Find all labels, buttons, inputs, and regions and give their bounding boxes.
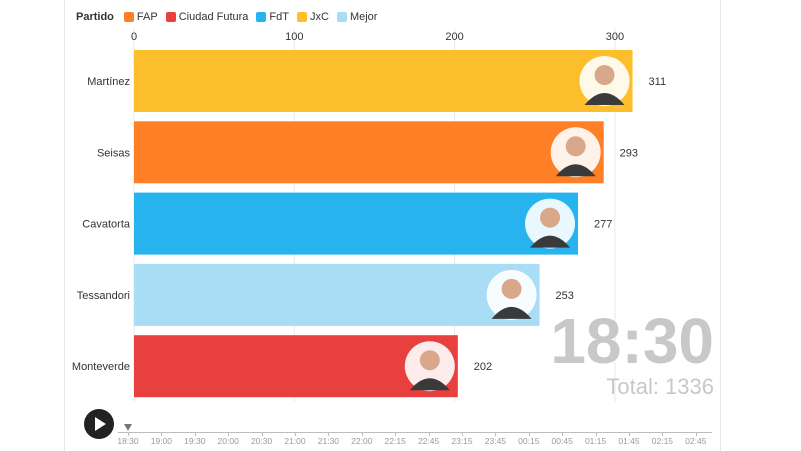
x-tick-label: 100 bbox=[285, 31, 303, 43]
timeline-tick bbox=[228, 433, 230, 436]
bar bbox=[134, 263, 540, 326]
timeline-tick bbox=[328, 433, 330, 436]
timeline-label: 01:45 bbox=[618, 436, 640, 446]
avatar-shoulders bbox=[491, 306, 532, 319]
timeline-tick bbox=[495, 433, 497, 436]
avatar-face bbox=[594, 65, 615, 85]
legend-item-fap[interactable]: FAP bbox=[123, 11, 158, 23]
chart-frame bbox=[64, 0, 721, 451]
legend: Partido FAP Ciudad Futura FdT JxC Mejor bbox=[76, 10, 377, 24]
legend-swatch bbox=[336, 12, 347, 22]
timeline-tick bbox=[462, 433, 463, 436]
category-label: Seisas bbox=[97, 147, 131, 159]
timeline-tick bbox=[562, 433, 564, 436]
timeline-label: 21:30 bbox=[317, 436, 340, 446]
timeline-tick bbox=[695, 433, 697, 436]
category-label: Cavatorta bbox=[82, 219, 131, 231]
timeline-label: 02:15 bbox=[651, 436, 674, 446]
timeline-label: 22:15 bbox=[384, 436, 406, 446]
legend-item-ciudad-futura[interactable]: Ciudad Futura bbox=[165, 11, 249, 23]
timeline-tick bbox=[595, 433, 597, 436]
x-tick-label: 0 bbox=[131, 31, 137, 43]
timeline-tick bbox=[428, 433, 430, 436]
timeline-handle[interactable] bbox=[124, 424, 132, 431]
play-button[interactable] bbox=[84, 409, 114, 439]
timeline-tick bbox=[128, 433, 129, 436]
timeline-tick bbox=[662, 433, 664, 436]
total-votes-display: Total: 1336 bbox=[606, 374, 714, 399]
category-label: Monteverde bbox=[72, 361, 130, 373]
timeline-label: 19:30 bbox=[184, 436, 206, 446]
timeline-label: 22:00 bbox=[351, 436, 373, 446]
legend-swatch bbox=[296, 12, 307, 22]
avatar-face bbox=[565, 136, 586, 157]
timeline-label: 19:00 bbox=[150, 436, 173, 446]
timeline-slider[interactable]: 18:30 19:00 19:30 20:00 20:30 21:00 21:30 22:00… bbox=[117, 424, 712, 451]
legend-swatch bbox=[165, 12, 176, 22]
avatar-face bbox=[419, 350, 440, 371]
timeline-label: 23:45 bbox=[484, 436, 507, 446]
avatar-face bbox=[540, 207, 561, 228]
timeline-tick bbox=[395, 433, 397, 436]
legend-label: Mejor bbox=[349, 11, 378, 23]
play-icon bbox=[95, 417, 106, 431]
timeline-label: 22:45 bbox=[417, 436, 440, 446]
legend-label: FdT bbox=[269, 11, 289, 23]
avatar-shoulders bbox=[409, 378, 450, 391]
legend-label: JxC bbox=[309, 11, 329, 23]
timeline-tick bbox=[194, 433, 196, 436]
category-label: Tessandori bbox=[77, 290, 130, 302]
legend-title: Partido bbox=[76, 11, 114, 23]
timeline-label: 21:00 bbox=[284, 436, 306, 446]
bar bbox=[134, 192, 579, 255]
bar bbox=[134, 121, 604, 184]
bar bbox=[134, 50, 633, 112]
timeline-label: 02:45 bbox=[685, 436, 707, 446]
timeline-tick bbox=[295, 433, 296, 436]
legend-label: Ciudad Futura bbox=[178, 11, 249, 23]
timeline-label: 00:45 bbox=[551, 436, 573, 446]
x-tick-label: 200 bbox=[445, 31, 463, 43]
legend-item-jxc[interactable]: JxC bbox=[296, 11, 329, 23]
timeline-label: 01:15 bbox=[584, 436, 607, 446]
value-label: 277 bbox=[594, 219, 612, 231]
timeline-tick bbox=[161, 433, 163, 436]
timeline-label: 20:00 bbox=[217, 436, 239, 446]
timeline-tick bbox=[528, 433, 530, 436]
timeline-track bbox=[118, 432, 712, 433]
legend-swatch bbox=[123, 12, 134, 22]
timeline-tick bbox=[629, 433, 630, 436]
value-label: 293 bbox=[620, 147, 638, 159]
bar bbox=[134, 335, 458, 398]
x-tick-label: 300 bbox=[606, 31, 624, 43]
category-label: Martínez bbox=[87, 76, 130, 88]
legend-swatch bbox=[256, 12, 267, 22]
avatar-shoulders bbox=[584, 93, 625, 105]
timeline-label: 20:30 bbox=[250, 436, 273, 446]
avatar-face bbox=[501, 278, 522, 299]
value-label: 253 bbox=[556, 290, 574, 302]
timeline-label: 23:15 bbox=[451, 436, 473, 446]
timeline-tick bbox=[261, 433, 263, 436]
legend-item-mejor[interactable]: Mejor bbox=[336, 11, 378, 23]
avatar-shoulders bbox=[555, 164, 596, 177]
current-time-display: 18:30 bbox=[550, 305, 714, 377]
legend-item-fdt[interactable]: FdT bbox=[256, 11, 289, 23]
value-label: 311 bbox=[649, 76, 667, 88]
timeline-tick bbox=[361, 433, 363, 436]
timeline-label: 18:30 bbox=[117, 436, 139, 446]
value-label: 202 bbox=[474, 361, 492, 373]
timeline-label: 00:15 bbox=[518, 436, 540, 446]
legend-label: FAP bbox=[136, 11, 158, 23]
avatar-shoulders bbox=[530, 235, 571, 248]
